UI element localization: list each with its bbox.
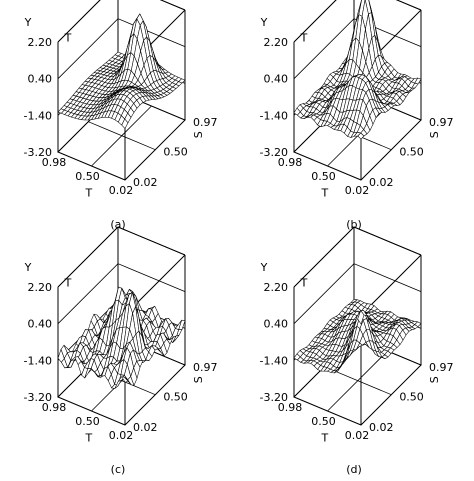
- s-tick-label: 0.97: [193, 361, 218, 374]
- floor-gridline-s: [88, 121, 156, 151]
- wall-gridline: [293, 226, 422, 288]
- t-tick-label: 0.98: [42, 156, 67, 169]
- panel-caption: (c): [111, 463, 126, 476]
- z-tick-label: -3.20: [260, 391, 288, 404]
- t-tick-label: 0.02: [109, 184, 134, 197]
- z-tick-label: 2.20: [28, 36, 53, 49]
- surface-plot-b: 2.20 0.40 -1.40 -3.20 Y T 0.98 0.50 0.02 T 0.97 0.5…: [260, 0, 454, 231]
- z-tick-label: 2.20: [264, 281, 289, 294]
- s-tick-label: 0.02: [133, 421, 158, 434]
- s-axis-label: S: [428, 131, 441, 138]
- z-tick-label: -1.40: [260, 109, 288, 122]
- z-tick-label: 0.40: [264, 318, 289, 331]
- t-axis-label: T: [320, 432, 328, 445]
- mesh-cell: [357, 310, 365, 325]
- mesh-cell: [121, 376, 129, 383]
- s-tick-label: 0.02: [369, 421, 394, 434]
- z-axis-label: Y: [260, 261, 268, 274]
- s-axis-label: S: [428, 376, 441, 383]
- z-tick-label: -1.40: [24, 354, 52, 367]
- surface-mesh: [57, 286, 186, 389]
- t-tick-label: 0.02: [109, 429, 134, 442]
- surface-plot-a: 2.20 0.40 -1.40 -3.20 Y T 0.98 0.50 0.02 T 0.97 0.5…: [24, 0, 218, 231]
- floor-gridline-t: [327, 350, 388, 412]
- t-axis-top-label: T: [64, 276, 72, 289]
- s-tick-label: 0.97: [429, 116, 454, 129]
- z-tick-label: 0.40: [28, 73, 53, 86]
- panel-caption: (b): [346, 218, 362, 231]
- t-tick-label: 0.02: [345, 184, 370, 197]
- t-tick-label: 0.50: [75, 170, 100, 183]
- wall-gridline: [57, 0, 186, 43]
- t-tick-label: 0.50: [75, 415, 100, 428]
- z-axis-label: Y: [24, 261, 32, 274]
- surface-mesh: [293, 0, 422, 140]
- s-tick-label: 0.50: [399, 391, 424, 404]
- wall-gridline: [293, 263, 422, 324]
- z-tick-label: -1.40: [260, 354, 288, 367]
- z-axis-label: Y: [24, 16, 32, 29]
- wall-gridline: [57, 18, 186, 79]
- t-tick-label: 0.02: [345, 429, 370, 442]
- wall-gridline: [57, 226, 186, 288]
- s-axis-label: S: [192, 376, 205, 383]
- z-tick-label: 0.40: [28, 318, 53, 331]
- z-tick-label: -3.20: [24, 391, 52, 404]
- t-tick-label: 0.98: [278, 401, 303, 414]
- axes-frame: [57, 226, 186, 426]
- surface-mesh: [57, 13, 186, 129]
- s-tick-label: 0.02: [369, 176, 394, 189]
- surface-mesh: [293, 299, 422, 374]
- z-tick-label: -1.40: [24, 109, 52, 122]
- wall-gridline: [293, 18, 422, 79]
- z-tick-label: 2.20: [264, 36, 289, 49]
- z-tick-label: 2.20: [28, 281, 53, 294]
- s-axis-label: S: [192, 131, 205, 138]
- z-tick-label: 0.40: [264, 73, 289, 86]
- z-tick-label: -3.20: [24, 146, 52, 159]
- wall-gridline: [57, 263, 186, 324]
- s-tick-label: 0.50: [399, 146, 424, 159]
- s-tick-label: 0.02: [133, 176, 158, 189]
- t-axis-label: T: [320, 187, 328, 200]
- floor-gridline-t: [91, 105, 152, 167]
- mesh-cell: [121, 118, 129, 129]
- z-tick-label: -3.20: [260, 146, 288, 159]
- panel-caption: (a): [110, 218, 125, 231]
- mesh-cell: [357, 132, 365, 140]
- surface-plot-c: 2.20 0.40 -1.40 -3.20 Y T 0.98 0.50 0.02 T 0.97 0.5…: [24, 226, 218, 476]
- t-axis-top-label: T: [300, 31, 308, 44]
- t-tick-label: 0.50: [311, 170, 336, 183]
- panel-caption: (d): [346, 463, 362, 476]
- z-axis-label: Y: [260, 16, 268, 29]
- t-axis-label: T: [84, 432, 92, 445]
- s-tick-label: 0.50: [163, 146, 188, 159]
- s-tick-label: 0.97: [193, 116, 218, 129]
- t-tick-label: 0.50: [311, 415, 336, 428]
- t-axis-top-label: T: [300, 276, 308, 289]
- t-axis-label: T: [84, 187, 92, 200]
- wall-gridline: [293, 0, 422, 43]
- t-axis-top-label: T: [64, 31, 72, 44]
- s-tick-label: 0.50: [163, 391, 188, 404]
- t-tick-label: 0.98: [42, 401, 67, 414]
- t-tick-label: 0.98: [278, 156, 303, 169]
- surface-plot-d: 2.20 0.40 -1.40 -3.20 Y T 0.98 0.50 0.02 T 0.97 0.5…: [260, 226, 454, 476]
- top-edge: [159, 0, 186, 11]
- s-tick-label: 0.97: [429, 361, 454, 374]
